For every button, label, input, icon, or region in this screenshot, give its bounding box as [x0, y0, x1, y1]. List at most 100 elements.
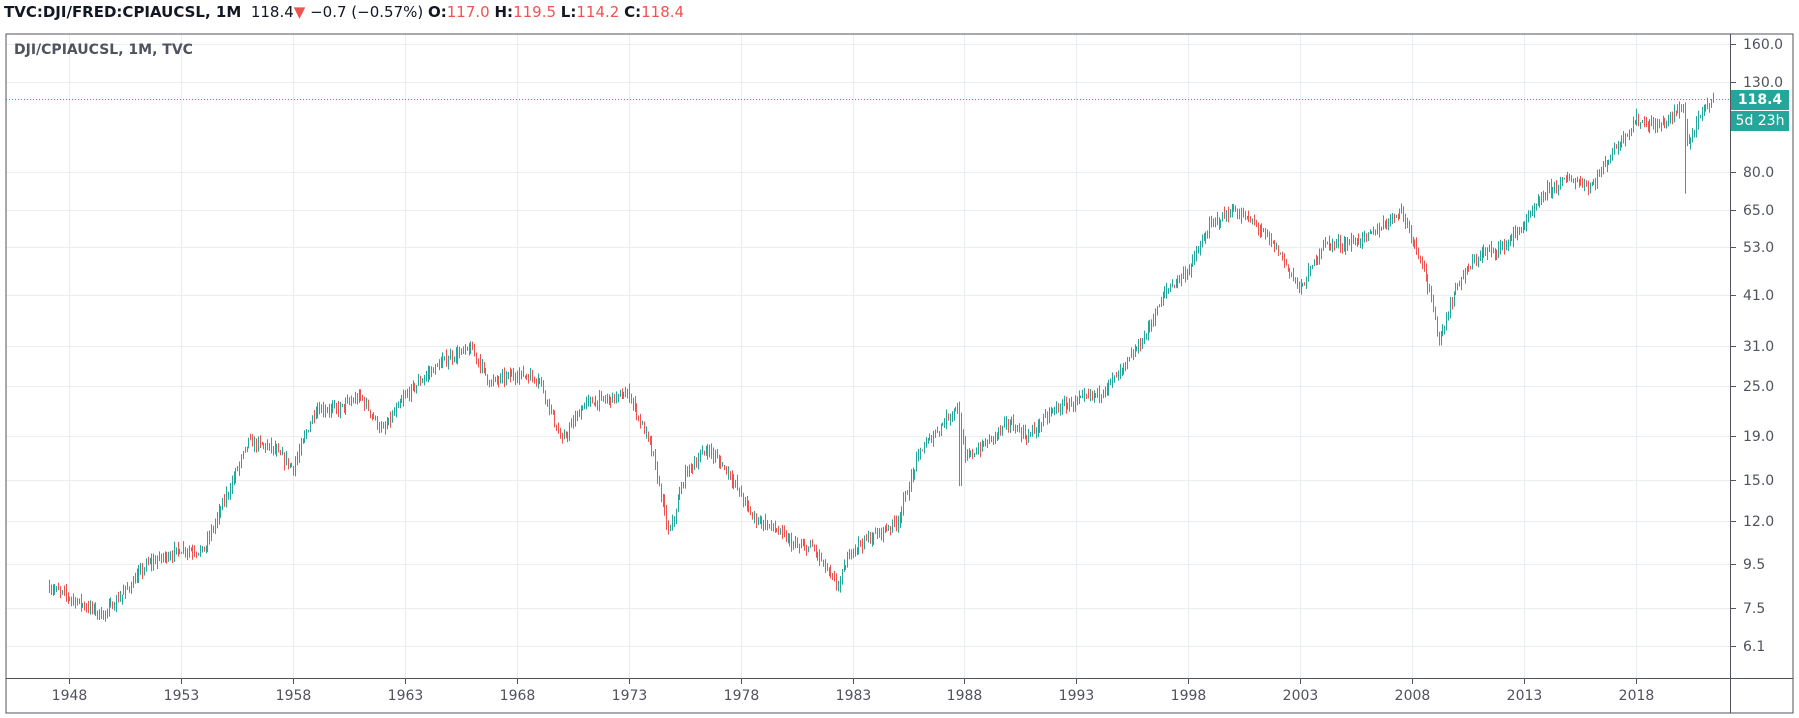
candle: [950, 413, 951, 426]
candle: [913, 467, 914, 483]
candle-body: [605, 398, 606, 400]
candle: [1552, 186, 1553, 199]
candle-body: [814, 546, 815, 550]
candle-body: [1144, 336, 1145, 344]
candle-body: [290, 464, 291, 466]
candle: [181, 551, 182, 554]
candle-body: [515, 376, 516, 379]
candle: [1633, 116, 1634, 133]
candle: [1075, 395, 1076, 412]
candle-body: [866, 536, 867, 540]
candle-body: [71, 598, 72, 600]
candle-body: [1108, 380, 1109, 389]
candle-body: [704, 451, 705, 453]
candle: [303, 438, 304, 444]
candle: [821, 552, 822, 562]
candle: [720, 455, 721, 469]
candle: [329, 403, 330, 418]
y-tick-label: 53.0: [1743, 239, 1775, 256]
candle-body: [622, 393, 623, 399]
candle: [1569, 173, 1570, 181]
candle-body: [304, 435, 305, 440]
candle-body: [564, 434, 565, 439]
candle-body: [1465, 272, 1466, 278]
candle: [793, 541, 794, 550]
candle: [1590, 182, 1591, 194]
candle: [362, 394, 363, 401]
candle-body: [1155, 314, 1156, 321]
candle-body: [1441, 335, 1442, 341]
candle-body: [567, 434, 568, 437]
candle: [510, 367, 511, 383]
candle: [1709, 102, 1710, 113]
candle-body: [155, 560, 156, 564]
candle-body: [1284, 259, 1285, 261]
candle: [176, 547, 177, 555]
candle-body: [1138, 341, 1139, 350]
candle-body: [1631, 128, 1632, 131]
candle-body: [185, 548, 186, 553]
candle: [1616, 144, 1617, 149]
candle-body: [239, 463, 240, 470]
candle-body: [1498, 247, 1499, 254]
candle: [858, 536, 859, 555]
candle: [228, 491, 229, 500]
candle: [1666, 120, 1667, 129]
candle: [493, 374, 494, 387]
candle: [1532, 205, 1533, 217]
candle: [553, 409, 554, 415]
candle: [530, 367, 531, 381]
candle: [1517, 226, 1518, 241]
candle-body: [1164, 291, 1165, 297]
candle-body: [170, 556, 171, 558]
candle-body: [140, 568, 141, 572]
candle-body: [1515, 232, 1516, 234]
candle-body: [918, 452, 919, 458]
candle-body: [1198, 250, 1199, 254]
candle-body: [1368, 233, 1369, 236]
candle-body: [773, 523, 774, 528]
candle: [732, 470, 733, 489]
candle-body: [618, 394, 619, 397]
candle: [323, 401, 324, 418]
candle-body: [84, 604, 85, 608]
candle-body: [698, 459, 699, 465]
candle-body: [474, 350, 475, 354]
candle-body: [1299, 282, 1300, 289]
candle-body: [728, 471, 729, 474]
candle-body: [789, 537, 790, 540]
candle-body: [1273, 241, 1274, 243]
candle: [1015, 424, 1016, 434]
candle-body: [1554, 184, 1555, 188]
candle-body: [1648, 126, 1649, 128]
candle: [1036, 427, 1037, 439]
candle: [1284, 253, 1285, 268]
candle: [1519, 226, 1520, 236]
candle-body: [1383, 222, 1384, 229]
candle: [1663, 115, 1664, 126]
x-tick-label: 1958: [275, 688, 312, 704]
candle-body: [269, 443, 270, 446]
candle: [280, 449, 281, 456]
candle-body: [881, 529, 882, 536]
candle-body: [1676, 110, 1677, 114]
candle-body: [610, 396, 611, 403]
candle-body: [1612, 154, 1613, 158]
candle-body: [1573, 181, 1574, 183]
candle: [840, 576, 841, 593]
candle: [1289, 267, 1290, 279]
candle-body: [387, 424, 388, 427]
candle: [508, 372, 509, 380]
candle: [433, 367, 434, 374]
candle-body: [633, 400, 634, 404]
candle-body: [566, 434, 567, 437]
candle: [1131, 347, 1132, 358]
candle: [1138, 339, 1139, 354]
candle-body: [549, 399, 550, 410]
candle-body: [381, 427, 382, 429]
candle-body: [1689, 141, 1690, 144]
candle-body: [379, 426, 380, 429]
candle-body: [1649, 123, 1650, 127]
candle: [217, 512, 218, 529]
